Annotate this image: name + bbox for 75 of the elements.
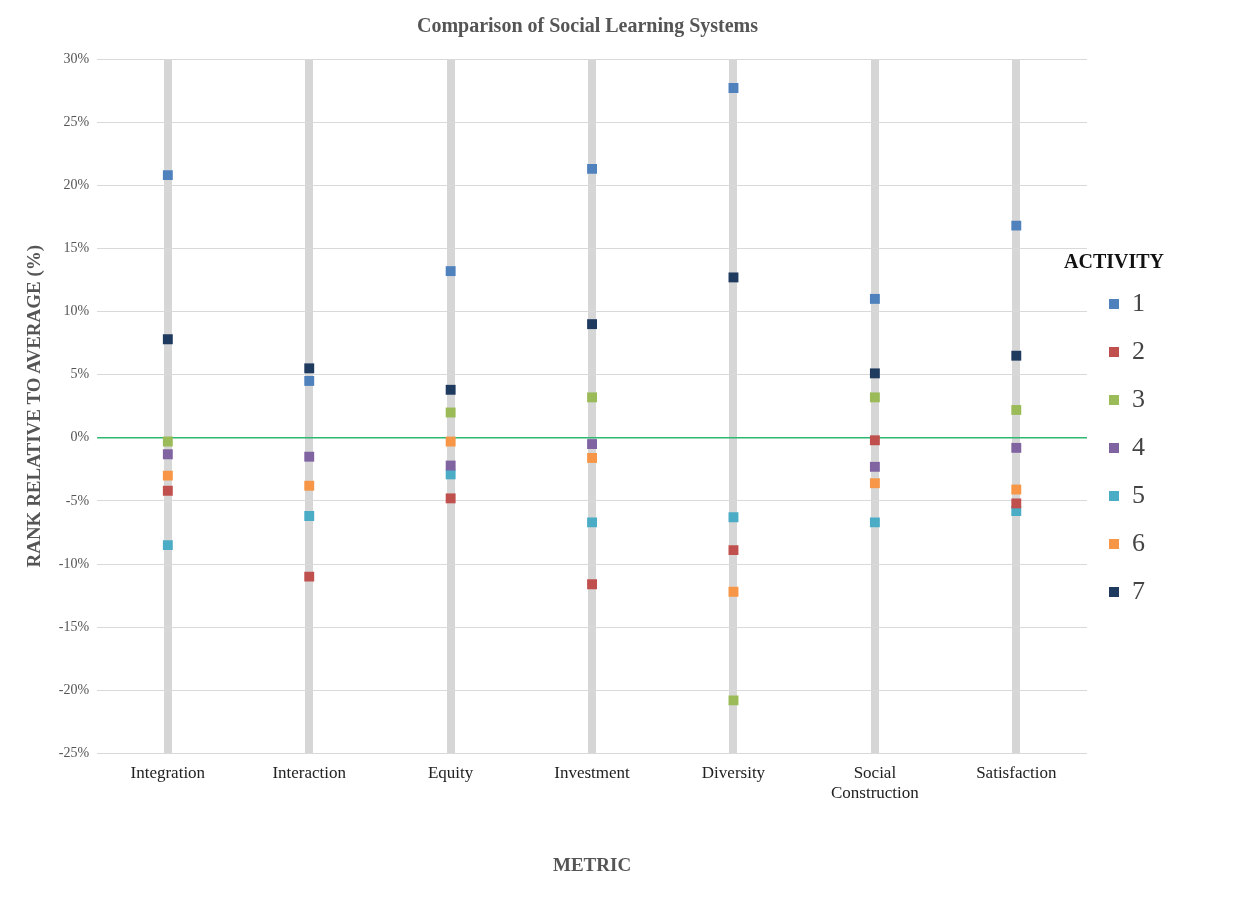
legend-label: 6 <box>1132 527 1145 557</box>
x-tick-label: Satisfaction <box>976 763 1057 783</box>
x-tick-label: Interaction <box>272 763 347 783</box>
legend-label: 1 <box>1132 287 1145 317</box>
point <box>1011 220 1022 231</box>
y-tick-label: -20% <box>58 681 90 697</box>
point <box>162 485 173 496</box>
y-tick-label: 0% <box>70 429 90 445</box>
y-tick-label: 20% <box>63 176 90 192</box>
point <box>304 451 315 462</box>
point <box>869 517 880 528</box>
point <box>728 586 739 597</box>
point <box>728 695 739 706</box>
point <box>304 376 315 386</box>
y-tick-label: 30% <box>63 50 90 66</box>
point <box>869 461 880 472</box>
x-tick-label: Diversity <box>701 763 766 783</box>
point <box>162 470 173 481</box>
y-tick-label: 25% <box>63 113 90 129</box>
chart-title: Comparison of Social Learning Systems <box>416 14 759 38</box>
point <box>1011 405 1022 415</box>
point <box>445 436 456 447</box>
point <box>587 163 598 174</box>
point <box>869 392 880 403</box>
legend-label: 5 <box>1132 479 1145 509</box>
legend-label: 2 <box>1132 335 1145 365</box>
point <box>445 266 456 277</box>
point <box>445 493 456 504</box>
y-tick-label: -25% <box>58 745 90 761</box>
y-tick-label: 5% <box>70 366 90 382</box>
point <box>304 480 315 491</box>
point <box>587 439 598 450</box>
y-axis-title: RANK RELATIVE TO AVERAGE (%) <box>23 244 46 568</box>
x-axis-title: METRIC <box>553 853 632 875</box>
legend-title: ACTIVITY <box>1064 250 1165 273</box>
point <box>587 517 598 528</box>
x-tick-label: Integration <box>130 763 206 783</box>
point <box>1011 442 1022 453</box>
point <box>162 436 173 447</box>
legend-label: 7 <box>1132 575 1145 605</box>
point <box>869 293 880 304</box>
x-tick-label: Investment <box>554 763 631 783</box>
point <box>1011 498 1022 509</box>
point <box>304 571 315 582</box>
x-tick-label: Equity <box>427 763 474 783</box>
legend-label: 3 <box>1132 383 1145 413</box>
point <box>728 545 739 556</box>
point <box>587 579 598 590</box>
x-tick-label: Social Construction <box>830 763 920 803</box>
y-tick-label: 10% <box>63 303 90 319</box>
legend-label: 4 <box>1132 431 1145 461</box>
point <box>869 478 880 489</box>
point <box>304 363 315 374</box>
point <box>162 449 173 460</box>
point <box>869 435 880 446</box>
point <box>587 392 598 403</box>
point <box>162 334 173 345</box>
point <box>445 407 456 418</box>
point <box>728 512 739 523</box>
y-tick-label: 15% <box>63 240 90 256</box>
point <box>728 83 739 93</box>
point <box>728 272 739 283</box>
point <box>587 319 598 330</box>
point <box>587 453 598 463</box>
point <box>1011 484 1022 495</box>
point <box>445 384 456 395</box>
point <box>1011 350 1022 361</box>
point <box>869 368 880 379</box>
point <box>304 511 315 521</box>
y-tick-label: -10% <box>58 555 90 571</box>
y-tick-label: -5% <box>65 492 90 508</box>
point <box>445 460 456 471</box>
point <box>162 170 173 181</box>
point <box>162 540 173 551</box>
y-tick-label: -15% <box>58 618 90 634</box>
